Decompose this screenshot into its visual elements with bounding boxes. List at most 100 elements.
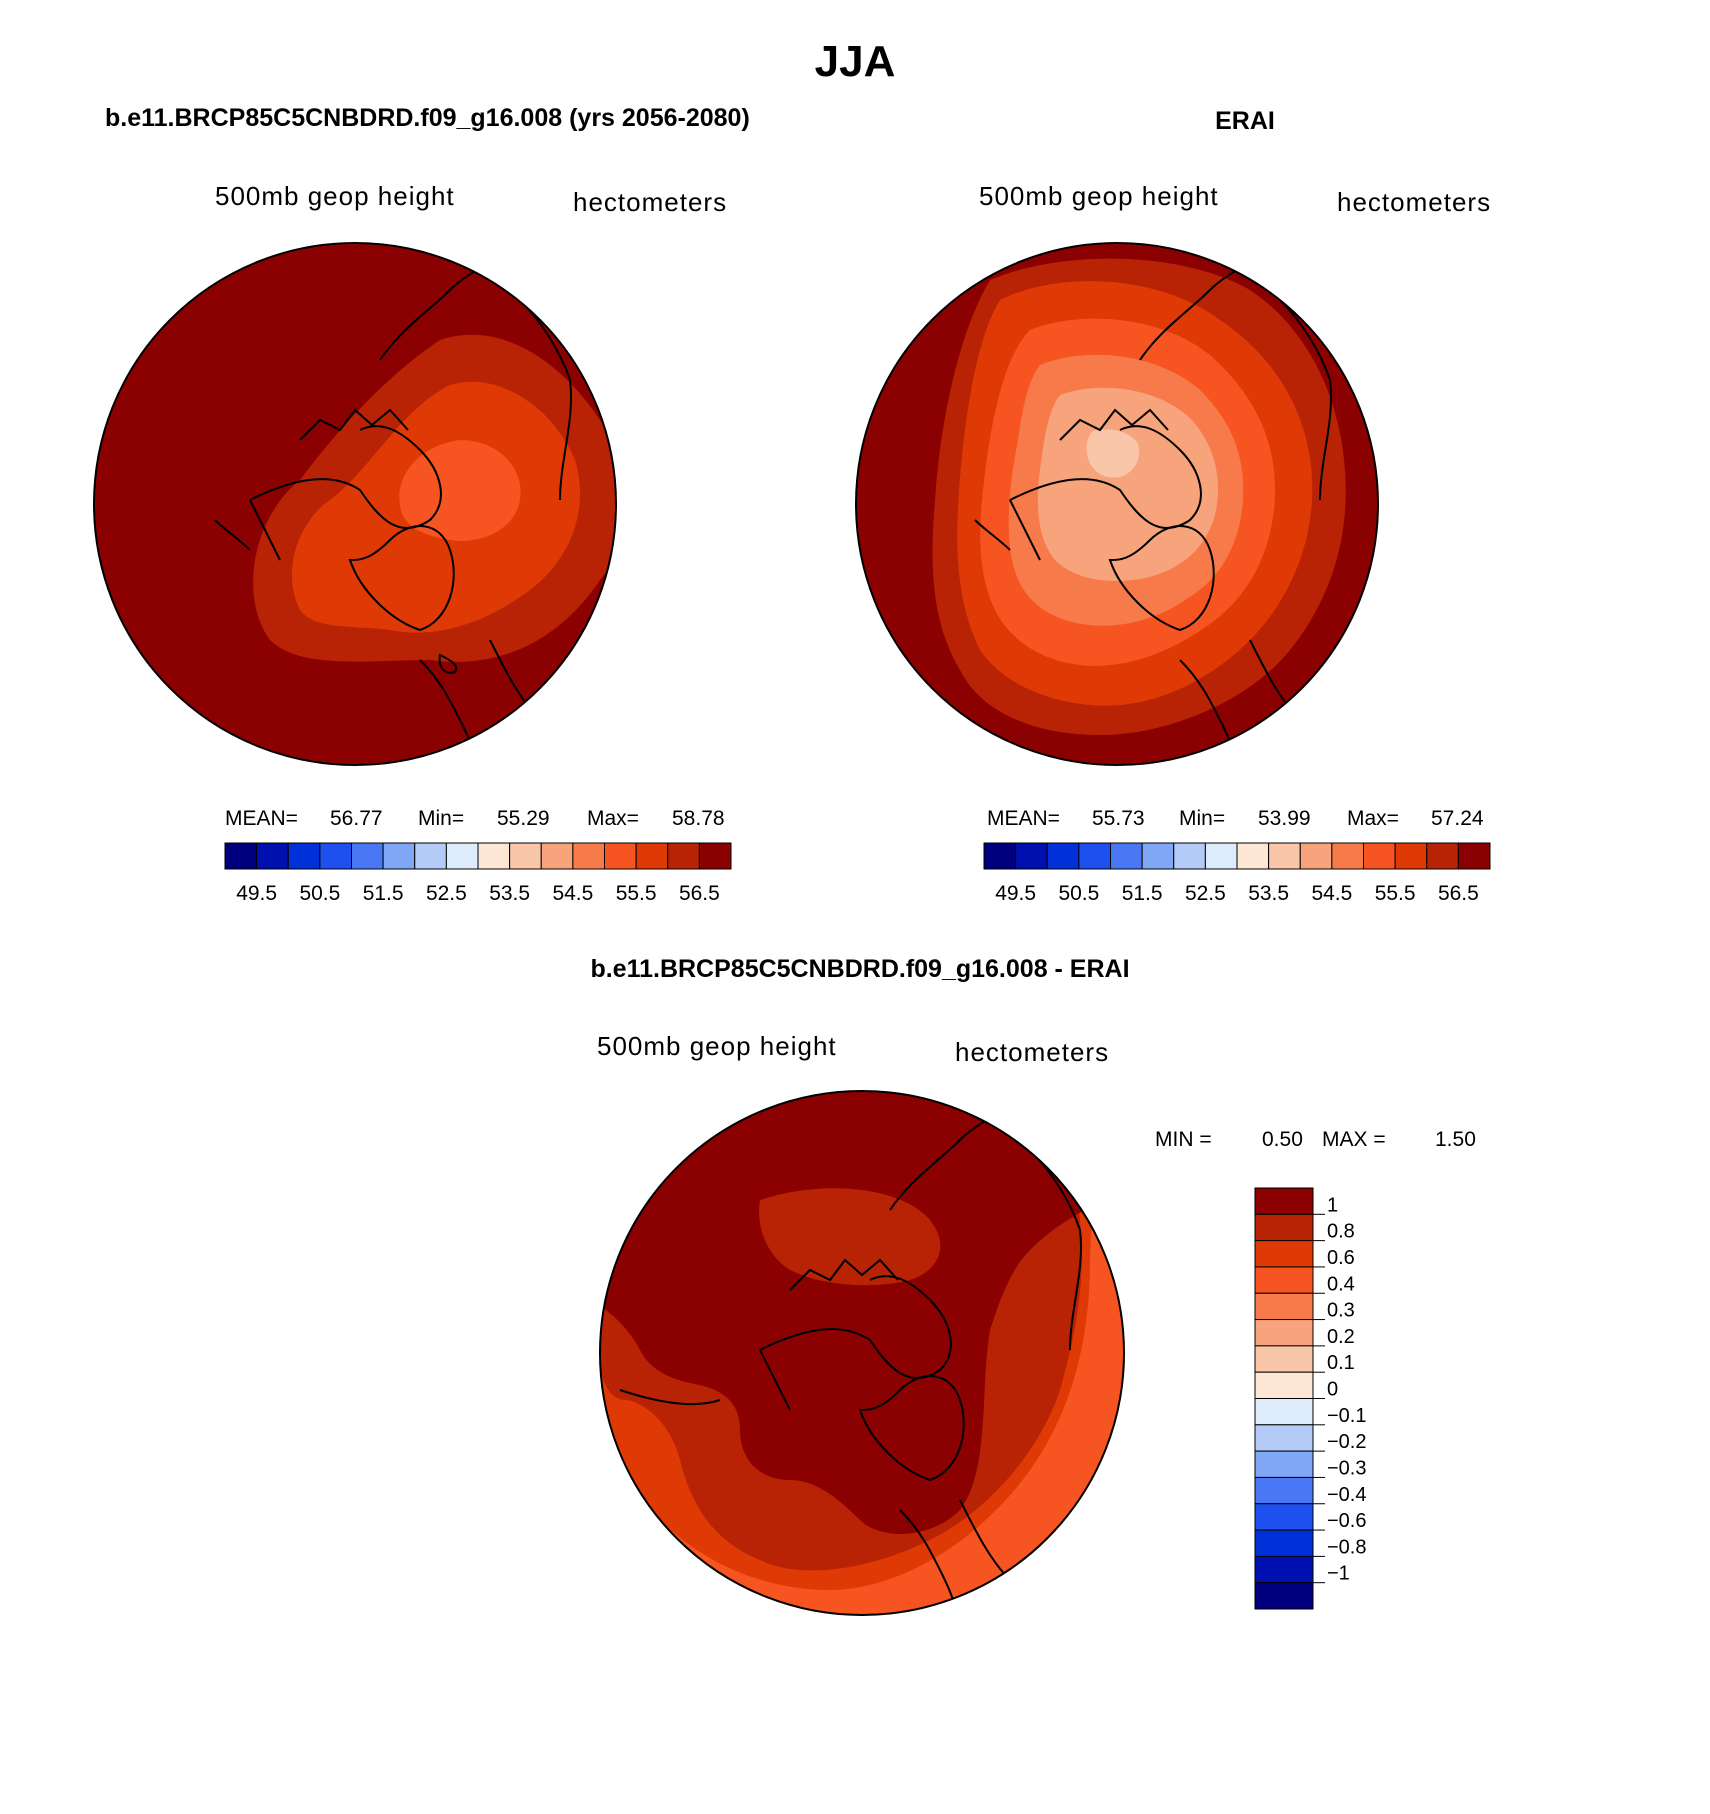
- colorbar-swatch: [1254, 1319, 1314, 1347]
- colorbar-tick-label: 50.5: [1058, 882, 1099, 905]
- colorbar-swatch: [414, 842, 447, 870]
- colorbar-swatch: [1268, 842, 1301, 870]
- min-label-model: Min=: [418, 807, 464, 830]
- colorbar-tick-label: −0.2: [1327, 1431, 1366, 1453]
- map-field-level-1-0: [600, 1091, 1124, 1534]
- colorbar-swatch: [1141, 842, 1175, 870]
- colorbar-tick-label: 53.5: [489, 882, 530, 905]
- colorbar-tick-label: −0.3: [1327, 1457, 1366, 1479]
- colorbar-swatch: [1254, 1476, 1314, 1505]
- map-field-level-53-5: [1086, 429, 1140, 478]
- colorbar-tick-label: 56.5: [679, 882, 720, 905]
- colorbar-swatch: [1254, 1450, 1314, 1478]
- page-title: JJA: [815, 37, 896, 86]
- colorbar-swatch: [604, 842, 637, 870]
- max-value-model: 58.78: [672, 807, 725, 830]
- map-border-model: [93, 242, 617, 766]
- colorbar-swatch: [382, 842, 416, 870]
- colorbar-swatch: [1394, 842, 1428, 870]
- colorbar-tick-label: 50.5: [299, 882, 340, 905]
- colorbar-tick-label: 53.5: [1248, 882, 1289, 905]
- colorbar-swatch: [509, 842, 542, 870]
- map-field-level-54-0: [1037, 387, 1219, 581]
- colorbar-swatch: [1254, 1582, 1314, 1610]
- mean-value-model: 56.77: [330, 807, 383, 830]
- colorbar-swatch: [1254, 1398, 1314, 1426]
- colorbar-swatch: [351, 842, 384, 870]
- colorbar-swatch: [667, 842, 700, 870]
- colorbar-tick-label: 0.4: [1327, 1273, 1355, 1295]
- colorbar-swatch: [1078, 842, 1111, 870]
- colorbar-swatch: [1236, 842, 1270, 870]
- colorbar-swatch: [1204, 842, 1238, 870]
- colorbar-tick-label: 0.1: [1327, 1352, 1355, 1374]
- colorbar-swatch: [1254, 1266, 1314, 1294]
- colorbar-tick-label: 56.5: [1438, 882, 1479, 905]
- colorbar-swatch: [1254, 1240, 1314, 1268]
- mean-value-erai: 55.73: [1092, 807, 1145, 830]
- colorbar-tick-label: 0.2: [1327, 1326, 1355, 1348]
- colorbar-tick-label: 51.5: [1122, 882, 1163, 905]
- colorbar-swatch: [445, 842, 479, 870]
- map-difference: [600, 1091, 1124, 1615]
- colorbar-swatch: [1254, 1345, 1314, 1373]
- variable-label-model: 500mb geop height: [215, 181, 455, 211]
- panel-title-difference: b.e11.BRCP85C5CNBDRD.f09_g16.008 - ERAI: [590, 955, 1129, 983]
- colorbar-swatch: [1015, 842, 1048, 870]
- map-field-level-55-5-inner: [399, 440, 521, 541]
- colorbar-swatch: [1254, 1424, 1314, 1452]
- colorbar-swatch: [1254, 1187, 1314, 1215]
- map-field-level-0-8-lobe: [759, 1188, 941, 1286]
- colorbar-tick-label: 51.5: [363, 882, 404, 905]
- colorbar-swatch: [1173, 842, 1206, 870]
- min-label-difference: MIN =: [1155, 1128, 1212, 1151]
- min-value-difference: 0.50: [1262, 1128, 1303, 1151]
- colorbar-swatch: [572, 842, 605, 870]
- colorbar-tick-label: 0: [1327, 1379, 1338, 1401]
- max-label-model: Max=: [587, 807, 639, 830]
- colorbar-swatch: [1299, 842, 1333, 870]
- colorbar-swatch: [1254, 1292, 1314, 1321]
- colorbar-swatch: [1457, 842, 1491, 870]
- colorbar-tick-label: 49.5: [236, 882, 277, 905]
- min-value-erai: 53.99: [1258, 807, 1311, 830]
- colorbar-swatch: [698, 842, 732, 870]
- colorbar-swatch: [635, 842, 669, 870]
- colorbar-swatch: [1254, 1371, 1314, 1399]
- colorbar-swatch: [1046, 842, 1080, 870]
- colorbar-swatch: [1254, 1529, 1314, 1557]
- colorbar-swatch: [1331, 842, 1364, 870]
- colorbar-swatch: [1363, 842, 1396, 870]
- colorbar-tick-label: −0.1: [1327, 1405, 1366, 1427]
- colorbar-tick-label: 0.8: [1327, 1221, 1355, 1243]
- colorbar-tick-label: 52.5: [426, 882, 467, 905]
- max-label-erai: Max=: [1347, 807, 1399, 830]
- variable-label-difference: 500mb geop height: [597, 1031, 837, 1061]
- mean-label-model: MEAN=: [225, 807, 298, 830]
- panel-difference: b.e11.BRCP85C5CNBDRD.f09_g16.008 - ERAI …: [590, 955, 1476, 1616]
- map-erai: [856, 243, 1378, 765]
- variable-label-erai: 500mb geop height: [979, 181, 1219, 211]
- colorbar-swatch: [224, 842, 258, 870]
- max-value-difference: 1.50: [1435, 1128, 1476, 1151]
- colorbar-tick-label: 55.5: [616, 882, 657, 905]
- colorbar-tick-label: 0.6: [1327, 1247, 1355, 1269]
- colorbar-swatch: [1254, 1503, 1314, 1531]
- colorbar-swatch: [1254, 1213, 1314, 1242]
- colorbar-tick-label: −0.4: [1327, 1484, 1366, 1506]
- panel-erai: ERAI 500mb geop height hectometers: [855, 107, 1491, 905]
- panel-model: b.e11.BRCP85C5CNBDRD.f09_g16.008 (yrs 20…: [93, 104, 750, 905]
- max-label-difference: MAX =: [1322, 1128, 1386, 1151]
- colorbar-tick-label: 52.5: [1185, 882, 1226, 905]
- map-border-erai: [855, 242, 1379, 766]
- colorbar-tick-label: 0.3: [1327, 1300, 1355, 1322]
- colorbar-difference: 1 0.8 0.6 0.4 0.3 0.2 0.1 0 −0.1 −0.2 −0.3 −0.4 −0.6…: [1254, 1187, 1366, 1610]
- mean-label-erai: MEAN=: [987, 807, 1060, 830]
- colorbar-swatch: [983, 842, 1017, 870]
- colorbar-swatch: [1110, 842, 1143, 870]
- colorbar-swatch: [1426, 842, 1459, 870]
- colorbar-tick-label: 55.5: [1375, 882, 1416, 905]
- colorbar-tick-label: −0.8: [1327, 1536, 1366, 1558]
